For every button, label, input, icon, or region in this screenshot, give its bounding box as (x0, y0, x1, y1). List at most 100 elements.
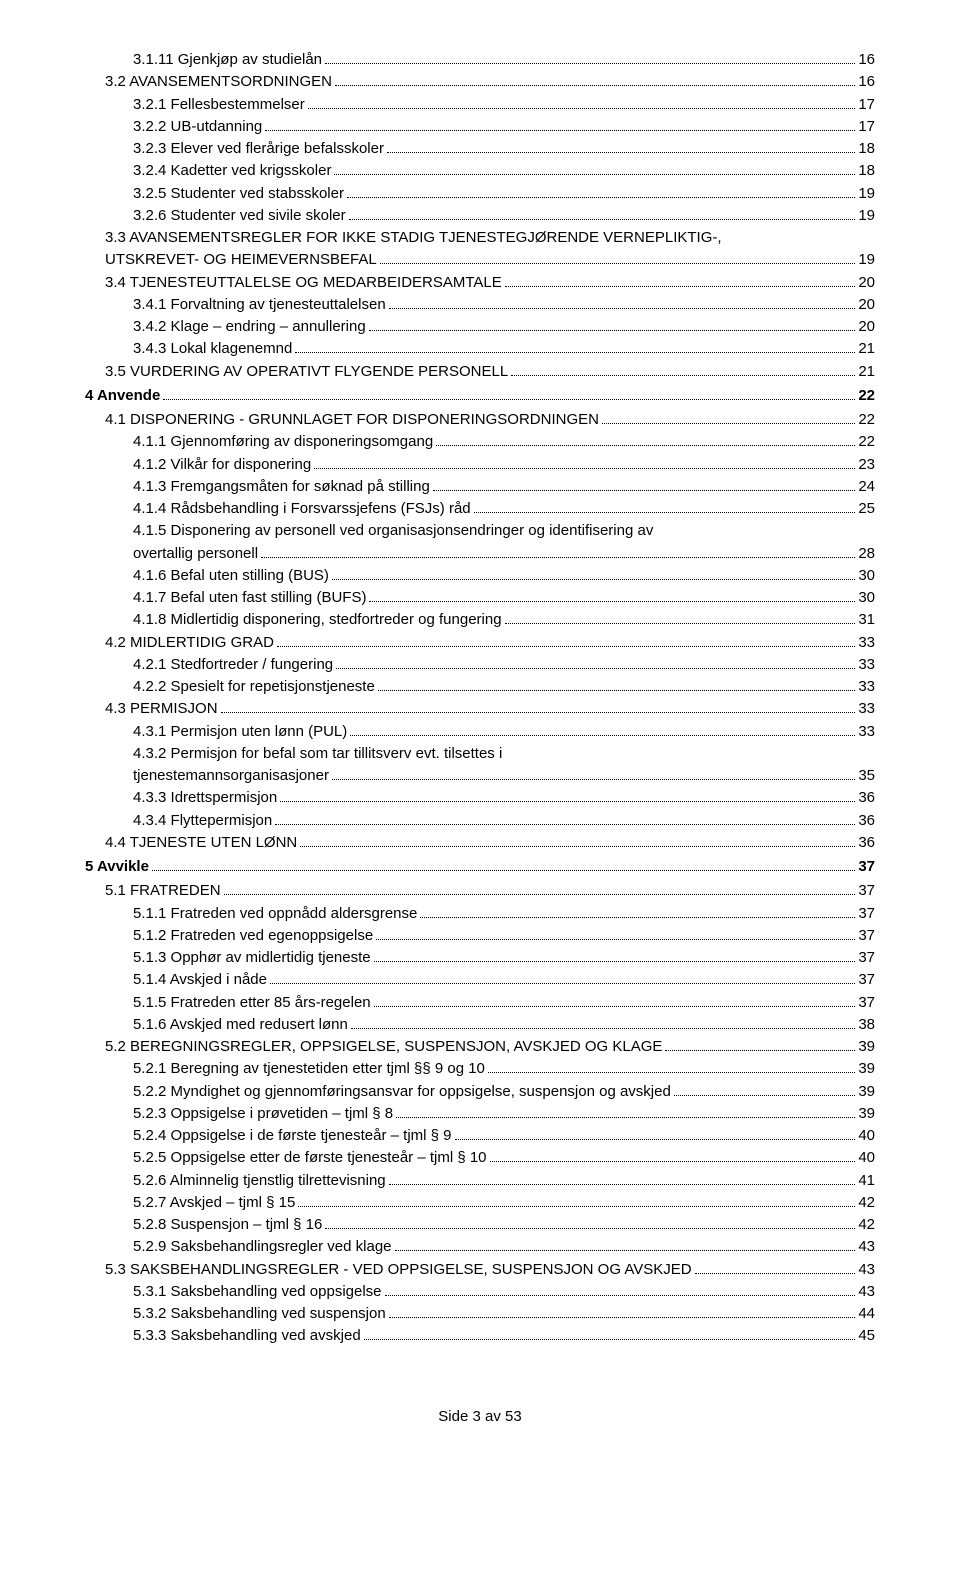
toc-label: 4.1.1 Gjennomføring av disponeringsomgan… (133, 432, 433, 452)
toc-entry: 4.2.1 Stedfortreder / fungering33 (85, 655, 875, 675)
toc-page-number: 31 (858, 610, 875, 630)
toc-label: 4.1.5 Disponering av personell ved organ… (133, 521, 653, 541)
toc-page-number: 25 (858, 499, 875, 519)
toc-label: 5.2.1 Beregning av tjenestetiden etter t… (133, 1059, 485, 1079)
toc-leader-dots (385, 1295, 856, 1296)
toc-label: 3.4.3 Lokal klagenemnd (133, 339, 292, 359)
toc-leader-dots (369, 601, 855, 602)
toc-leader-dots (488, 1072, 855, 1073)
toc-page-number: 33 (858, 722, 875, 742)
toc-label: overtallig personell (133, 544, 258, 564)
toc-leader-dots (334, 174, 855, 175)
toc-page-number: 40 (858, 1148, 875, 1168)
toc-page-number: 42 (858, 1193, 875, 1213)
toc-leader-dots (378, 690, 856, 691)
toc-leader-dots (369, 330, 856, 331)
toc-label: 4.1.2 Vilkår for disponering (133, 455, 311, 475)
toc-label: 5.2.8 Suspensjon – tjml § 16 (133, 1215, 322, 1235)
toc-entry: 4.2.2 Spesielt for repetisjonstjeneste33 (85, 677, 875, 697)
toc-page-number: 39 (858, 1037, 875, 1057)
toc-page-number: 19 (858, 206, 875, 226)
toc-leader-dots (674, 1095, 855, 1096)
toc-label: 5.2.2 Myndighet og gjennomføringsansvar … (133, 1082, 671, 1102)
toc-page-number: 23 (858, 455, 875, 475)
toc-page-number: 20 (858, 273, 875, 293)
toc-entry: 5.2.4 Oppsigelse i de første tjenesteår … (85, 1126, 875, 1146)
toc-page-number: 36 (858, 811, 875, 831)
toc-leader-dots (350, 735, 855, 736)
toc-entry: 4.1.4 Rådsbehandling i Forsvarssjefens (… (85, 499, 875, 519)
toc-label: 3.4.2 Klage – endring – annullering (133, 317, 366, 337)
toc-leader-dots (602, 423, 855, 424)
toc-entry: 4.2 MIDLERTIDIG GRAD33 (85, 633, 875, 653)
toc-leader-dots (336, 668, 855, 669)
toc-label: 5.1.4 Avskjed i nåde (133, 970, 267, 990)
toc-entry: 4.1.3 Fremgangsmåten for søknad på still… (85, 477, 875, 497)
toc-entry: 3.4.2 Klage – endring – annullering20 (85, 317, 875, 337)
toc-entry: 4 Anvende22 (85, 386, 875, 406)
toc-page-number: 35 (858, 766, 875, 786)
toc-leader-dots (389, 1184, 856, 1185)
toc-leader-dots (325, 1228, 855, 1229)
toc-page-number: 38 (858, 1015, 875, 1035)
toc-entry: 5.3 SAKSBEHANDLINGSREGLER - VED OPPSIGEL… (85, 1260, 875, 1280)
toc-label: 3.2.1 Fellesbestemmelser (133, 95, 305, 115)
toc-page-number: 43 (858, 1282, 875, 1302)
toc-entry: UTSKREVET- OG HEIMEVERNSBEFAL19 (85, 250, 875, 270)
toc-entry: 5.2.7 Avskjed – tjml § 1542 (85, 1193, 875, 1213)
toc-leader-dots (349, 219, 856, 220)
toc-page-number: 37 (858, 904, 875, 924)
toc-label: 4.2.2 Spesielt for repetisjonstjeneste (133, 677, 375, 697)
toc-entry: 3.1.11 Gjenkjøp av studielån16 (85, 50, 875, 70)
toc-leader-dots (665, 1050, 855, 1051)
toc-label: 4 Anvende (85, 386, 160, 406)
toc-leader-dots (374, 961, 856, 962)
toc-leader-dots (433, 490, 855, 491)
toc-label: 3.4 TJENESTEUTTALELSE OG MEDARBEIDERSAMT… (105, 273, 502, 293)
toc-page-number: 37 (858, 970, 875, 990)
toc-page-number: 43 (858, 1260, 875, 1280)
toc-leader-dots (395, 1250, 856, 1251)
toc-label: UTSKREVET- OG HEIMEVERNSBEFAL (105, 250, 377, 270)
toc-page-number: 37 (858, 857, 875, 877)
toc-leader-dots (265, 130, 855, 131)
toc-label: 5.3.3 Saksbehandling ved avskjed (133, 1326, 361, 1346)
toc-page-number: 43 (858, 1237, 875, 1257)
toc-label: 4.3.1 Permisjon uten lønn (PUL) (133, 722, 347, 742)
toc-entry: 4.1 DISPONERING - GRUNNLAGET FOR DISPONE… (85, 410, 875, 430)
toc-page-number: 37 (858, 948, 875, 968)
toc-page-number: 16 (858, 72, 875, 92)
toc-leader-dots (224, 894, 856, 895)
toc-page-number: 30 (858, 566, 875, 586)
toc-page-number: 16 (858, 50, 875, 70)
toc-leader-dots (380, 263, 856, 264)
toc-label: 4.1 DISPONERING - GRUNNLAGET FOR DISPONE… (105, 410, 599, 430)
toc-label: 4.3.2 Permisjon for befal som tar tillit… (133, 744, 502, 764)
toc-page-number: 21 (858, 339, 875, 359)
toc-entry: 4.1.5 Disponering av personell ved organ… (85, 521, 875, 541)
toc-label: 4.3.4 Flyttepermisjon (133, 811, 272, 831)
toc-page-number: 28 (858, 544, 875, 564)
toc-entry: 4.1.6 Befal uten stilling (BUS)30 (85, 566, 875, 586)
toc-page-number: 40 (858, 1126, 875, 1146)
toc-entry: tjenestemannsorganisasjoner35 (85, 766, 875, 786)
toc-page-number: 45 (858, 1326, 875, 1346)
toc-label: 5.1.3 Opphør av midlertidig tjeneste (133, 948, 371, 968)
toc-label: 5.1.6 Avskjed med redusert lønn (133, 1015, 348, 1035)
toc-page-number: 17 (858, 95, 875, 115)
toc-leader-dots (308, 108, 856, 109)
toc-leader-dots (420, 917, 855, 918)
toc-leader-dots (332, 579, 855, 580)
toc-label: 5.1 FRATREDEN (105, 881, 221, 901)
toc-leader-dots (280, 801, 855, 802)
toc-label: 5.1.1 Fratreden ved oppnådd aldersgrense (133, 904, 417, 924)
toc-entry: 4.1.1 Gjennomføring av disponeringsomgan… (85, 432, 875, 452)
toc-label: 3.2.6 Studenter ved sivile skoler (133, 206, 346, 226)
toc-page-number: 44 (858, 1304, 875, 1324)
toc-leader-dots (505, 286, 856, 287)
toc-label: 5.1.2 Fratreden ved egenoppsigelse (133, 926, 373, 946)
toc-label: 4.2 MIDLERTIDIG GRAD (105, 633, 274, 653)
toc-entry: 5.1.2 Fratreden ved egenoppsigelse37 (85, 926, 875, 946)
toc-page-number: 22 (858, 432, 875, 452)
toc-entry: 3.2 AVANSEMENTSORDNINGEN16 (85, 72, 875, 92)
